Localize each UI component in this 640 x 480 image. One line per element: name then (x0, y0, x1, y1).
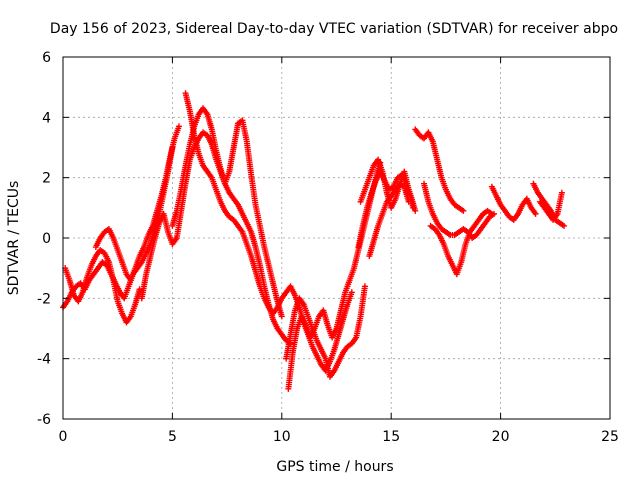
y-tick-label: -2 (37, 291, 51, 307)
series-arc-e (169, 105, 285, 320)
y-tick-label: -4 (37, 352, 51, 368)
y-tick-label: -6 (37, 412, 51, 428)
series-arc-f (182, 90, 355, 374)
x-tick-label: 0 (59, 429, 68, 445)
chart-title: Day 156 of 2023, Sidereal Day-to-day VTE… (50, 21, 618, 37)
data-point (561, 222, 568, 229)
series-arc-n (427, 207, 495, 278)
x-axis-label: GPS time / hours (276, 459, 393, 475)
data-point (412, 207, 419, 214)
y-tick-label: 6 (42, 50, 51, 66)
series-arc-g (283, 283, 368, 380)
data-point (278, 313, 285, 320)
y-tick-label: 2 (42, 171, 51, 187)
x-tick-label: 15 (382, 429, 400, 445)
data-point (488, 210, 495, 217)
data-point (410, 204, 417, 211)
x-tick-label: 10 (273, 429, 291, 445)
data-point (558, 189, 565, 196)
axis-ticks: 0 5 10 15 20 25 -6 -4 -2 0 2 4 6 (37, 50, 619, 445)
data-point (405, 198, 412, 205)
data-point (361, 283, 368, 290)
series-arc-o (488, 183, 539, 223)
data-point (460, 207, 467, 214)
series-arc-m (421, 180, 498, 241)
series-arc-l (412, 126, 467, 214)
y-tick-label: 4 (42, 110, 51, 126)
y-tick-label: 0 (42, 231, 51, 247)
series-arc-b (62, 247, 143, 326)
x-tick-label: 25 (601, 429, 619, 445)
series-arc-q (536, 189, 565, 223)
x-tick-label: 20 (492, 429, 510, 445)
series-arc-c (92, 123, 182, 284)
data-point (136, 286, 143, 293)
data-point (175, 123, 182, 130)
series-arc-k (366, 180, 412, 260)
data-marks (60, 90, 568, 392)
y-axis-label: SDTVAR / TECUs (6, 181, 22, 296)
x-tick-label: 5 (168, 429, 177, 445)
data-point (532, 210, 539, 217)
data-point (348, 289, 355, 296)
